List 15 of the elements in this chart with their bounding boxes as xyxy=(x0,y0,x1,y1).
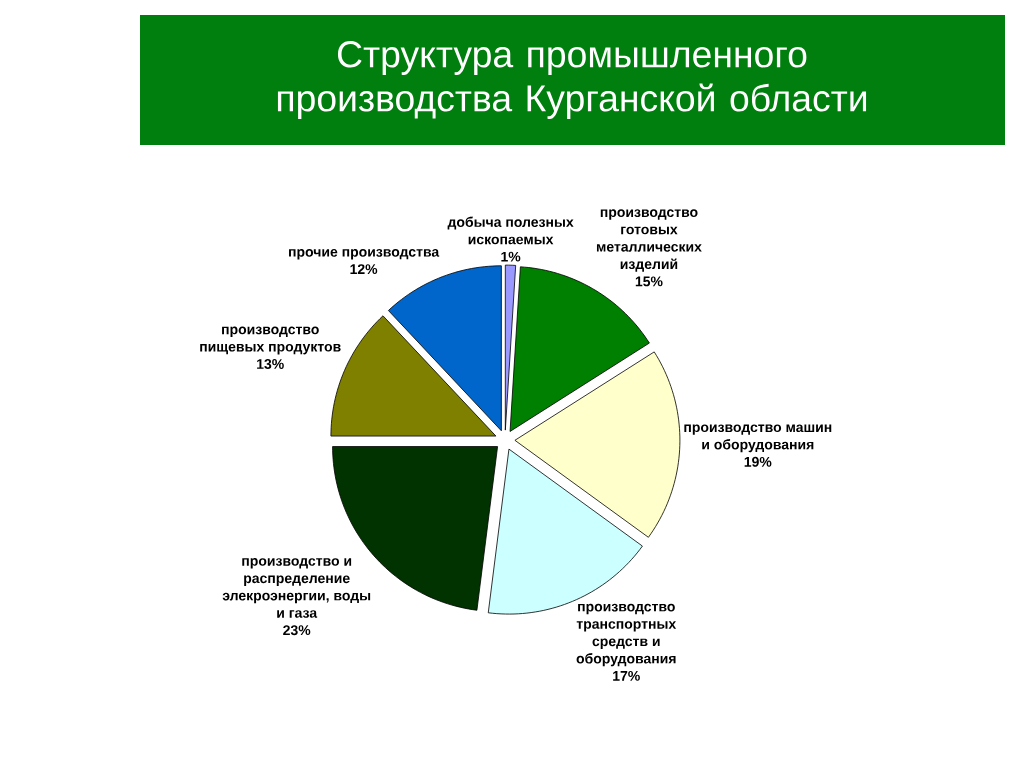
slice-label: производство пищевых продуктов xyxy=(200,326,341,355)
slice-label: производство транспортных средств и оборудования xyxy=(576,603,677,667)
slice-label: производство машин и оборудования xyxy=(684,424,832,453)
slice-label: производство и распределение элекроэнергии, воды и газа xyxy=(222,558,371,618)
data-label: 17% xyxy=(613,670,640,681)
data-label: 12% xyxy=(350,264,378,275)
slice-label: добыча полезных ископаемых xyxy=(447,216,574,245)
slice-label: производство готовых металлических изделий xyxy=(596,209,702,272)
data-label: 13% xyxy=(257,359,284,369)
chart-title: Структура промышленного производства Курганской области xyxy=(277,41,867,119)
data-label: 23% xyxy=(283,625,311,636)
data-label: 19% xyxy=(744,456,772,467)
data-label: 15% xyxy=(635,276,663,287)
slice-label: прочие производства xyxy=(289,249,440,260)
data-label: 1% xyxy=(501,251,521,262)
